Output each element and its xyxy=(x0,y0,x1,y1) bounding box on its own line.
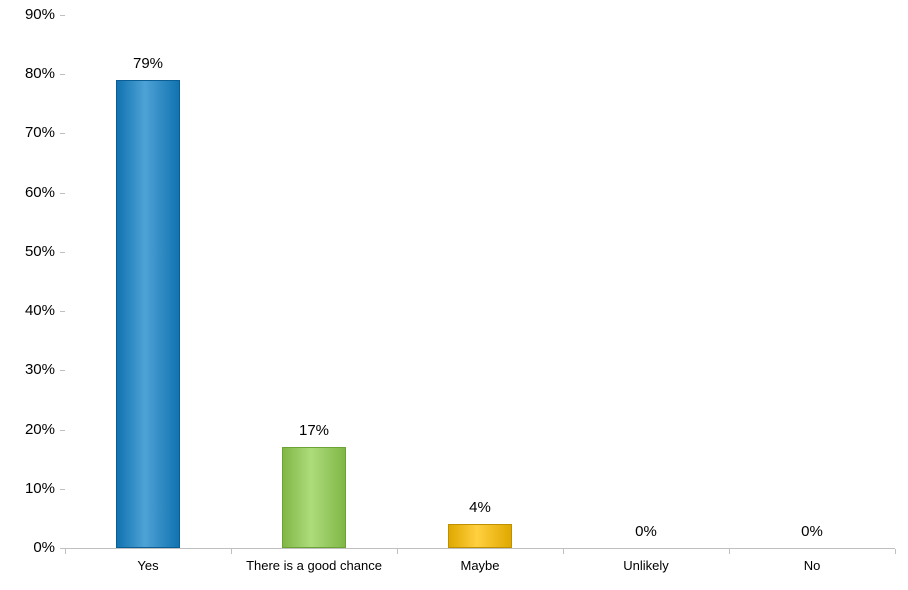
x-tick-mark xyxy=(231,549,232,554)
bar-value-label: 4% xyxy=(469,499,491,516)
bar-value-label: 79% xyxy=(132,55,164,72)
y-tick-label: 80% xyxy=(24,65,55,82)
x-tick-mark xyxy=(895,549,896,554)
x-tick-mark xyxy=(65,549,66,554)
y-tick-label: 0% xyxy=(33,539,55,556)
x-category-label: Unlikely xyxy=(623,558,669,573)
y-tick-mark xyxy=(60,430,65,431)
x-tick-mark xyxy=(729,549,730,554)
x-category-label: There is a good chance xyxy=(246,558,382,573)
y-tick-label: 10% xyxy=(24,480,55,497)
y-tick-mark xyxy=(60,311,65,312)
bar-value-label: 0% xyxy=(635,523,657,540)
bar-value-label: 17% xyxy=(298,422,330,439)
y-tick-label: 90% xyxy=(24,6,55,23)
bar xyxy=(116,80,180,548)
y-tick-mark xyxy=(60,252,65,253)
bar xyxy=(448,524,512,548)
x-tick-mark xyxy=(563,549,564,554)
y-tick-label: 70% xyxy=(24,124,55,141)
plot-area xyxy=(65,15,895,549)
y-tick-label: 50% xyxy=(24,243,55,260)
y-tick-mark xyxy=(60,74,65,75)
y-tick-mark xyxy=(60,548,65,549)
y-tick-mark xyxy=(60,370,65,371)
y-tick-mark xyxy=(60,489,65,490)
y-tick-label: 20% xyxy=(24,421,55,438)
bar xyxy=(282,447,346,548)
bar-value-label: 0% xyxy=(801,523,823,540)
x-category-label: Yes xyxy=(137,558,159,573)
y-tick-mark xyxy=(60,193,65,194)
x-category-label: Maybe xyxy=(460,558,500,573)
y-tick-label: 60% xyxy=(24,184,55,201)
x-tick-mark xyxy=(397,549,398,554)
y-tick-mark xyxy=(60,133,65,134)
y-tick-label: 40% xyxy=(24,302,55,319)
x-category-label: No xyxy=(803,558,821,573)
y-tick-label: 30% xyxy=(24,361,55,378)
y-tick-mark xyxy=(60,15,65,16)
